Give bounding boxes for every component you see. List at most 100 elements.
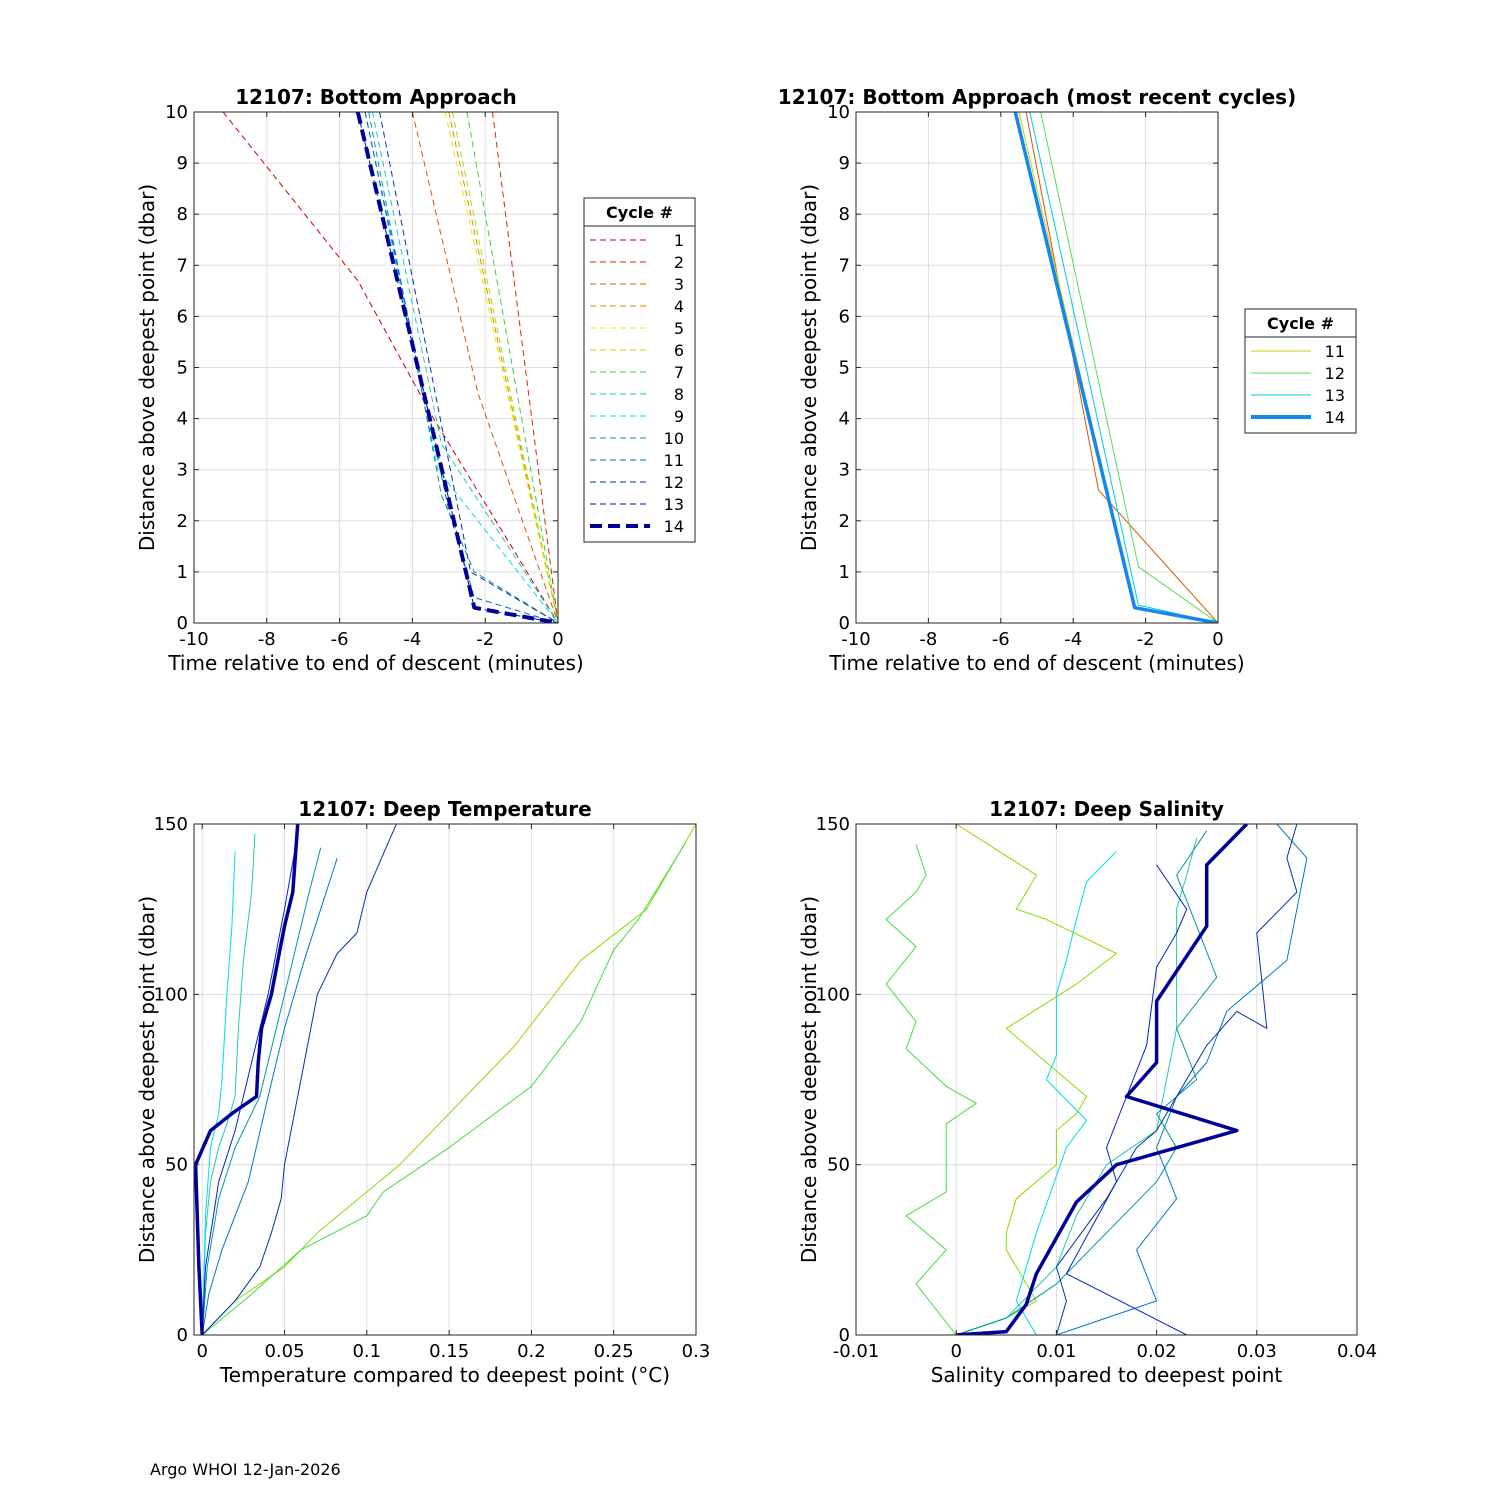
y-tick-label: 1 <box>177 562 188 583</box>
series-line-cycle-5 <box>444 112 558 623</box>
x-tick-label: -6 <box>992 629 1010 650</box>
y-tick-label: 6 <box>177 306 188 327</box>
x-tick-label: 0.2 <box>517 1341 546 1362</box>
y-tick-label: 0 <box>177 1325 188 1346</box>
y-tick-label: 1 <box>839 562 850 583</box>
x-axis-label: Time relative to end of descent (minutes… <box>167 651 583 675</box>
series-line-cycle-8 <box>956 837 1198 1335</box>
series-line-cycle-14 <box>956 824 1249 1335</box>
legend-label-cycle-13: 13 <box>664 495 684 514</box>
x-tick-label: 0 <box>1212 629 1223 650</box>
series-line-cycle-6 <box>451 112 558 623</box>
x-tick-label: -4 <box>403 629 421 650</box>
legend-label-cycle-14: 14 <box>664 517 684 536</box>
x-tick-label: 0.05 <box>264 1341 304 1362</box>
series-line-cycle-9 <box>201 851 236 1335</box>
plot-area <box>856 824 1357 1335</box>
legend-title: Cycle # <box>1267 314 1334 333</box>
y-tick-label: 3 <box>839 460 850 481</box>
series-line-cycle-4 <box>448 112 558 623</box>
x-tick-label: -8 <box>258 629 276 650</box>
series-line-cycle-6 <box>955 824 1117 1335</box>
y-tick-label: 8 <box>839 204 850 225</box>
series-line-cycle-8 <box>201 834 256 1335</box>
series-line-cycle-8 <box>371 112 558 623</box>
x-tick-label: -2 <box>1137 629 1155 650</box>
y-axis-label: Distance above deepest point (dbar) <box>135 184 159 551</box>
x-tick-label: -10 <box>841 629 870 650</box>
y-tick-label: 0 <box>839 1325 850 1346</box>
y-tick-label: 4 <box>177 409 188 430</box>
y-tick-label: 10 <box>165 102 188 123</box>
series-line-cycle-6 <box>201 824 696 1335</box>
legend-title: Cycle # <box>606 203 673 222</box>
y-tick-label: 50 <box>165 1155 188 1176</box>
series-line-cycle-10 <box>956 830 1218 1335</box>
x-tick-label: 0.03 <box>1237 1341 1277 1362</box>
y-tick-label: 6 <box>839 306 850 327</box>
x-tick-label: 0 <box>950 1341 961 1362</box>
y-axis-label: Distance above deepest point (dbar) <box>135 896 159 1263</box>
chart-title: 12107: Deep Temperature <box>298 797 591 821</box>
y-tick-label: 9 <box>839 153 850 174</box>
legend-box <box>583 197 696 543</box>
y-tick-label: 100 <box>154 984 188 1005</box>
chart-3: 0 0.05 0.1 0.15 0.2 0.25 0.3 0 50 100 150 12107: De… <box>135 797 710 1387</box>
legend: Cycle # 11 12 13 14 <box>1244 308 1357 434</box>
legend-label-cycle-2: 2 <box>674 253 684 272</box>
x-tick-label: 0.02 <box>1137 1341 1177 1362</box>
x-axis-label: Temperature compared to deepest point (°… <box>219 1363 670 1387</box>
series-line-cycle-3 <box>411 112 558 623</box>
legend-label-cycle-14: 14 <box>1325 408 1345 427</box>
y-tick-label: 50 <box>827 1155 850 1176</box>
y-tick-label: 9 <box>177 153 188 174</box>
legend-label-cycle-10: 10 <box>664 429 684 448</box>
series-line-cycle-14 <box>1013 112 1218 623</box>
series-line-cycle-9 <box>364 112 558 623</box>
y-axis-label: Distance above deepest point (dbar) <box>797 184 821 551</box>
legend-label-cycle-5: 5 <box>674 319 684 338</box>
legend-label-cycle-12: 12 <box>664 473 684 492</box>
legend-label-cycle-6: 6 <box>674 341 684 360</box>
x-tick-label: -4 <box>1064 629 1082 650</box>
legend-label-cycle-3: 3 <box>674 275 684 294</box>
y-tick-label: 3 <box>177 460 188 481</box>
series-line-cycle-7 <box>201 844 685 1335</box>
series-line-cycle-13 <box>1065 864 1188 1335</box>
legend-label-cycle-7: 7 <box>674 363 684 382</box>
x-tick-label: 0 <box>197 1341 208 1362</box>
x-tick-label: -8 <box>919 629 937 650</box>
legend-label-cycle-11: 11 <box>1325 342 1345 361</box>
legend-label-cycle-9: 9 <box>674 407 684 426</box>
series-line-cycle-7 <box>466 112 558 623</box>
chart-title: 12107: Deep Salinity <box>989 797 1224 821</box>
series-line-cycle-14 <box>355 112 558 623</box>
series-line-cycle-9 <box>1015 850 1117 1335</box>
legend-label-cycle-11: 11 <box>664 451 684 470</box>
x-tick-label: 0.1 <box>352 1341 381 1362</box>
x-tick-label: 0 <box>552 629 563 650</box>
y-tick-label: 150 <box>816 814 850 835</box>
y-tick-label: 100 <box>816 984 850 1005</box>
x-tick-label: -0.01 <box>833 1341 880 1362</box>
series-line-cycle-12 <box>201 824 397 1335</box>
series-line-cycle-12 <box>1055 824 1298 1335</box>
footer-credit: Argo WHOI 12-Jan-2026 <box>150 1460 341 1479</box>
x-tick-label: 0.15 <box>429 1341 469 1362</box>
y-axis-label: Distance above deepest point (dbar) <box>797 896 821 1263</box>
y-tick-label: 7 <box>177 255 188 276</box>
series-group <box>1013 112 1218 623</box>
x-axis-label: Salinity compared to deepest point <box>931 1363 1283 1387</box>
series-line-cycle-11 <box>201 857 338 1335</box>
y-tick-label: 10 <box>827 102 850 123</box>
series-line-cycle-10 <box>201 847 322 1335</box>
legend-label-cycle-1: 1 <box>674 231 684 250</box>
axes-frame <box>193 823 697 1336</box>
series-line-cycle-2 <box>492 112 558 623</box>
x-tick-label: 0.25 <box>594 1341 634 1362</box>
series-group <box>885 824 1308 1335</box>
series-line-cycle-13 <box>201 834 299 1335</box>
